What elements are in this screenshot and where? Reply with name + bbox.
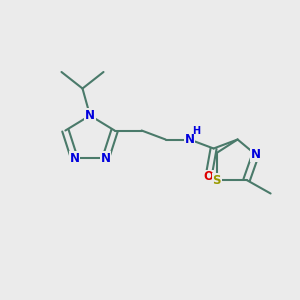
- Text: N: N: [85, 109, 95, 122]
- Text: S: S: [212, 173, 221, 187]
- Text: H: H: [192, 125, 201, 136]
- Text: N: N: [184, 133, 195, 146]
- Text: N: N: [250, 148, 261, 161]
- Text: N: N: [69, 152, 80, 165]
- Text: N: N: [100, 152, 111, 165]
- Text: O: O: [203, 170, 214, 184]
